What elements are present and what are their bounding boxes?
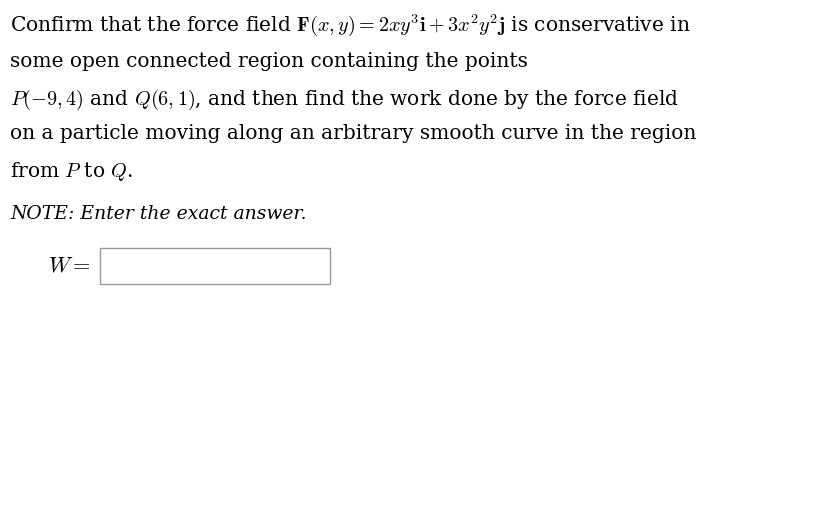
Text: NOTE: Enter the exact answer.: NOTE: Enter the exact answer. bbox=[10, 205, 306, 223]
Text: on a particle moving along an arbitrary smooth curve in the region: on a particle moving along an arbitrary … bbox=[10, 124, 696, 143]
Text: some open connected region containing the points: some open connected region containing th… bbox=[10, 52, 528, 71]
Text: from $P$ to $Q$.: from $P$ to $Q$. bbox=[10, 160, 133, 183]
Text: $W =$: $W =$ bbox=[48, 255, 91, 277]
Text: $P(-9, 4)$ and $Q(6, 1)$, and then find the work done by the force field: $P(-9, 4)$ and $Q(6, 1)$, and then find … bbox=[10, 88, 679, 112]
Bar bbox=[100, 248, 330, 284]
Text: Confirm that the force field $\mathbf{F}(x, y) = 2xy^3\mathbf{i} + 3x^2y^2\mathb: Confirm that the force field $\mathbf{F}… bbox=[10, 12, 690, 38]
